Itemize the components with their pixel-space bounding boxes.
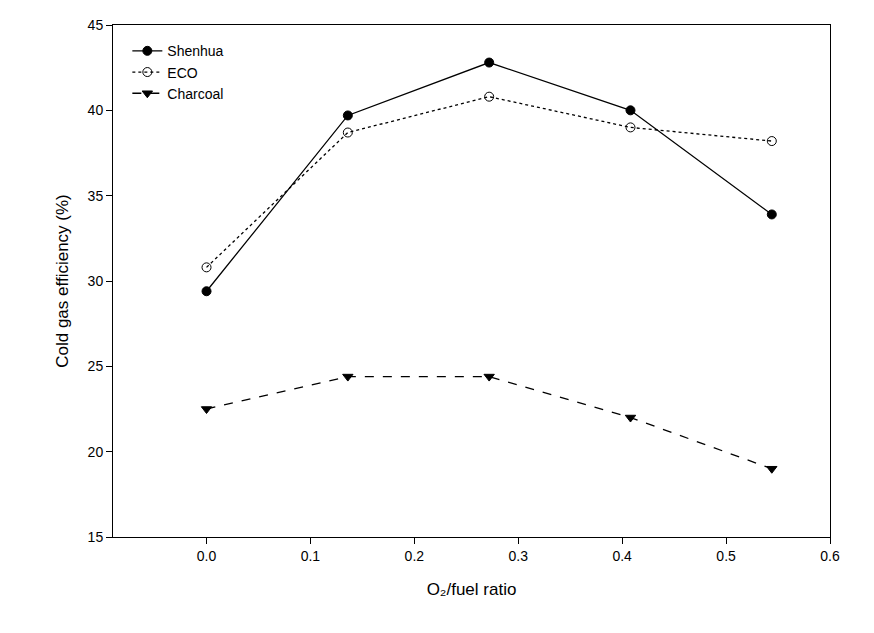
- svg-text:Charcoal: Charcoal: [167, 86, 223, 102]
- svg-text:0.3: 0.3: [509, 548, 529, 564]
- svg-text:25: 25: [88, 358, 104, 374]
- svg-text:0.4: 0.4: [612, 548, 632, 564]
- svg-text:Shenhua: Shenhua: [167, 43, 223, 59]
- svg-text:O₂/fuel ratio: O₂/fuel ratio: [427, 580, 517, 599]
- svg-text:35: 35: [88, 188, 104, 204]
- svg-text:45: 45: [88, 17, 104, 33]
- svg-text:0.6: 0.6: [820, 548, 840, 564]
- svg-text:0.2: 0.2: [405, 548, 425, 564]
- svg-text:0.1: 0.1: [301, 548, 321, 564]
- svg-text:15: 15: [88, 529, 104, 545]
- svg-text:20: 20: [88, 444, 104, 460]
- svg-text:30: 30: [88, 273, 104, 289]
- svg-text:0.5: 0.5: [716, 548, 736, 564]
- svg-text:0.0: 0.0: [197, 548, 217, 564]
- svg-text:40: 40: [88, 102, 104, 118]
- svg-text:ECO: ECO: [167, 65, 197, 81]
- svg-text:Cold gas efficiency (%): Cold gas efficiency (%): [53, 194, 72, 368]
